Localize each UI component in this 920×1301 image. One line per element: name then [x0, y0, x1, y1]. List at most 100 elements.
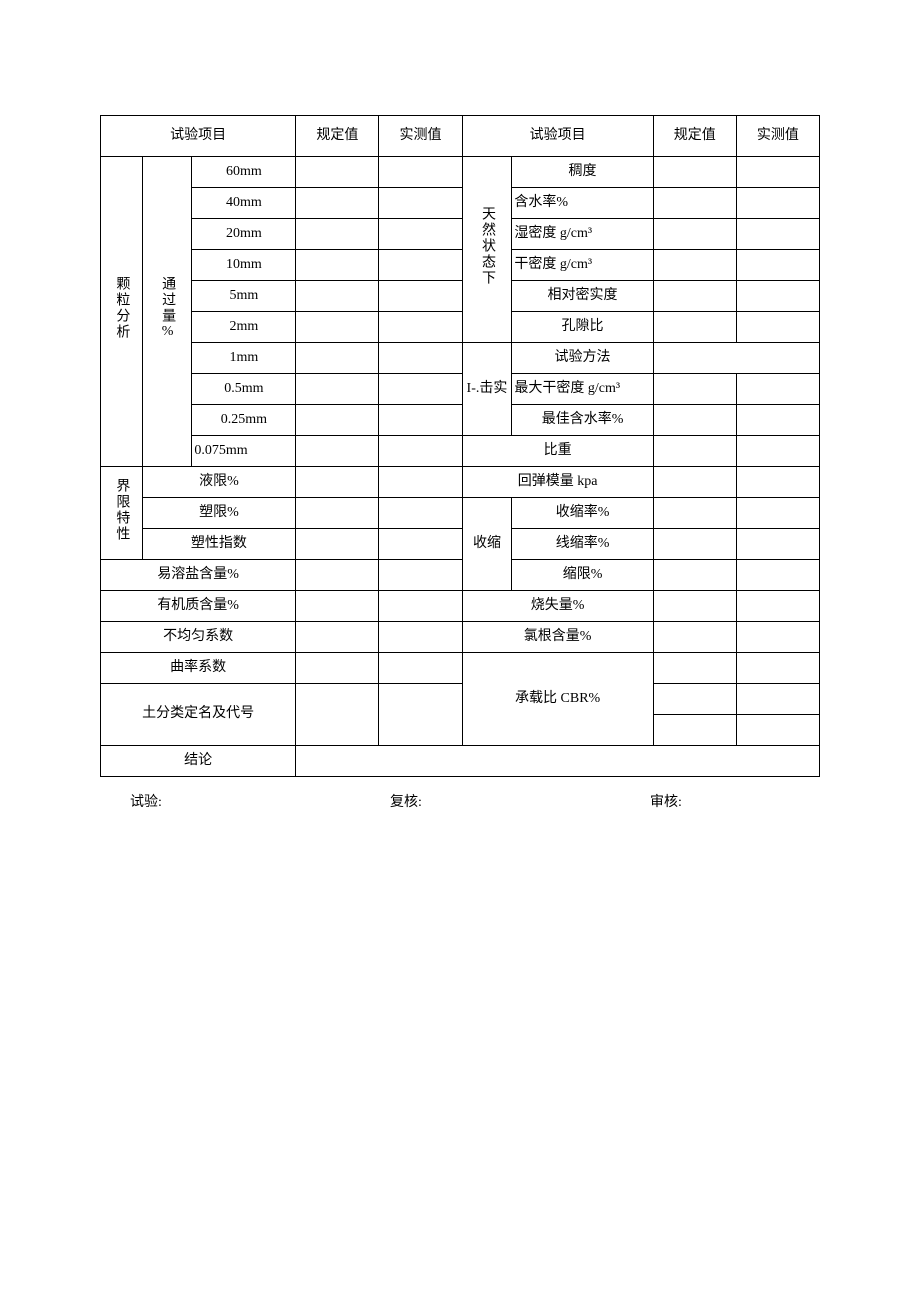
sieve-2: 2mm [192, 312, 296, 343]
cell [296, 622, 379, 653]
cell [653, 312, 736, 343]
footer: 试验: 复核: 审核: [100, 791, 820, 811]
cell [296, 312, 379, 343]
cell [296, 219, 379, 250]
cell [736, 498, 819, 529]
footer-review: 复核: [390, 791, 650, 811]
hdr-meas-r: 实测值 [736, 116, 819, 157]
cell [379, 467, 462, 498]
organic-label: 有机质含量% [101, 591, 296, 622]
curvature-label: 曲率系数 [101, 653, 296, 684]
cell [379, 622, 462, 653]
cell [296, 591, 379, 622]
test-method-label: 试验方法 [512, 343, 653, 374]
cell [736, 560, 819, 591]
hdr-right-item: 试验项目 [462, 116, 653, 157]
cell [653, 467, 736, 498]
sieve-40: 40mm [192, 188, 296, 219]
void-ratio-label: 孔隙比 [512, 312, 653, 343]
cell [736, 219, 819, 250]
sieve-10: 10mm [192, 250, 296, 281]
cell [736, 436, 819, 467]
nonuniform-label: 不均匀系数 [101, 622, 296, 653]
cell [296, 684, 379, 746]
cell [736, 405, 819, 436]
cell [736, 622, 819, 653]
shrink-rate-label: 收缩率% [512, 498, 653, 529]
cell [653, 529, 736, 560]
cell [736, 157, 819, 188]
cell [379, 498, 462, 529]
test-method-value [653, 343, 819, 374]
cell [653, 560, 736, 591]
cell [653, 281, 736, 312]
cell [736, 684, 819, 715]
cell [296, 529, 379, 560]
conclusion-label: 结论 [101, 746, 296, 777]
compact-label: I-.击实 [462, 343, 512, 436]
particle-analysis-label: 颗粒分析 [101, 157, 143, 467]
cell [736, 467, 819, 498]
cell [653, 219, 736, 250]
cell [296, 405, 379, 436]
cell [736, 529, 819, 560]
hdr-spec-l: 规定值 [296, 116, 379, 157]
cell [379, 281, 462, 312]
cell [653, 188, 736, 219]
cell [296, 498, 379, 529]
cell [379, 405, 462, 436]
cell [296, 436, 379, 467]
rel-density-label: 相对密实度 [512, 281, 653, 312]
cell [296, 157, 379, 188]
cell [653, 250, 736, 281]
cell [653, 498, 736, 529]
wet-density-label: 湿密度 g/cm³ [512, 219, 653, 250]
cell [379, 436, 462, 467]
cell [296, 188, 379, 219]
cell [653, 591, 736, 622]
plastic-limit-label: 塑限% [142, 498, 296, 529]
shrink-group-label: 收缩 [462, 498, 512, 591]
hdr-meas-l: 实测值 [379, 116, 462, 157]
cell [379, 529, 462, 560]
cell [379, 250, 462, 281]
page: 试验项目 规定值 实测值 试验项目 规定值 实测值 颗粒分析 通过量% 60mm… [0, 0, 920, 1301]
footer-audit: 审核: [650, 791, 682, 811]
cell [379, 653, 462, 684]
cell [379, 684, 462, 746]
cell [653, 374, 736, 405]
cell [296, 343, 379, 374]
cell [296, 653, 379, 684]
ignition-loss-label: 烧失量% [462, 591, 653, 622]
cell [736, 312, 819, 343]
cell [653, 684, 736, 715]
cell [379, 188, 462, 219]
opt-water-label: 最佳含水率% [512, 405, 653, 436]
cell [736, 591, 819, 622]
cell [653, 405, 736, 436]
conclusion-value [296, 746, 820, 777]
cell [736, 653, 819, 684]
line-shrink-label: 线缩率% [512, 529, 653, 560]
sieve-60: 60mm [192, 157, 296, 188]
sieve-1: 1mm [192, 343, 296, 374]
cell [379, 219, 462, 250]
cell [379, 312, 462, 343]
consistency-label: 稠度 [512, 157, 653, 188]
plastic-index-label: 塑性指数 [142, 529, 296, 560]
cell [379, 560, 462, 591]
cell [379, 157, 462, 188]
cell [653, 157, 736, 188]
footer-test: 试验: [130, 791, 390, 811]
cell [736, 188, 819, 219]
max-dry-density-label: 最大干密度 g/cm³ [512, 374, 653, 405]
shrink-limit-label: 缩限% [512, 560, 653, 591]
cell [296, 374, 379, 405]
liquid-limit-label: 液限% [142, 467, 296, 498]
cell [653, 622, 736, 653]
sieve-20: 20mm [192, 219, 296, 250]
cell [736, 281, 819, 312]
cell [379, 343, 462, 374]
specific-gravity-label: 比重 [462, 436, 653, 467]
data-table: 试验项目 规定值 实测值 试验项目 规定值 实测值 颗粒分析 通过量% 60mm… [100, 115, 820, 777]
